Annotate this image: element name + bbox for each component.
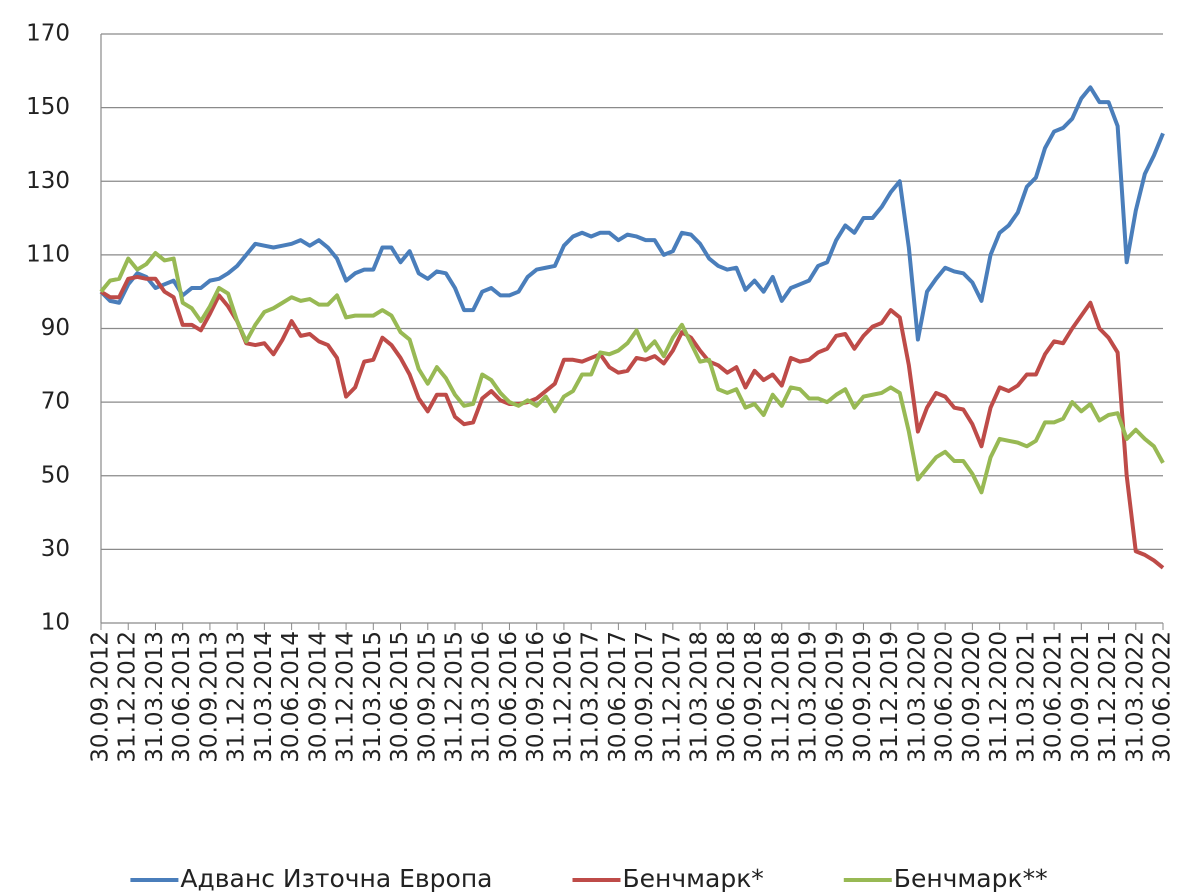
x-tick-label: 31.12.2012 xyxy=(115,631,141,763)
x-tick-label: 31.12.2014 xyxy=(333,631,359,763)
x-tick-label: 30.09.2012 xyxy=(88,631,114,763)
x-tick-label: 30.09.2015 xyxy=(414,631,440,763)
x-tick-label: 31.12.2019 xyxy=(877,631,903,763)
x-tick-label: 30.06.2021 xyxy=(1041,631,1067,763)
x-tick-label: 30.06.2018 xyxy=(714,631,740,763)
series-line xyxy=(99,274,1165,570)
legend-label: Бенчмарк* xyxy=(622,864,763,893)
y-tick-label: 130 xyxy=(26,168,70,194)
legend-label: Адванс Източна Европа xyxy=(180,864,492,893)
x-tick-label: 31.03.2013 xyxy=(142,631,168,763)
x-tick-label: 31.12.2017 xyxy=(659,631,685,763)
legend: Адванс Източна Европа Бенчмарк* Бенчмарк** xyxy=(130,864,1048,893)
x-tick-label: 31.03.2022 xyxy=(1122,631,1148,763)
x-tick-label: 31.12.2015 xyxy=(442,631,468,763)
x-tick-label: 31.03.2016 xyxy=(469,631,495,763)
x-tick-label: 31.12.2016 xyxy=(550,631,576,763)
y-tick-label: 150 xyxy=(26,94,70,120)
y-tick-label: 170 xyxy=(26,21,70,47)
y-tick-label: 10 xyxy=(41,610,70,636)
x-tick-label: 30.09.2016 xyxy=(523,631,549,763)
x-tick-label: 30.09.2014 xyxy=(305,631,331,763)
x-tick-label: 31.03.2018 xyxy=(687,631,713,763)
x-tick-label: 31.12.2013 xyxy=(224,631,250,763)
series-line xyxy=(99,85,1165,342)
y-tick-label: 90 xyxy=(41,315,70,341)
x-tick-label: 30.06.2019 xyxy=(823,631,849,763)
x-tick-label: 30.09.2020 xyxy=(959,631,985,763)
y-tick-label: 110 xyxy=(26,241,70,267)
x-tick-label: 30.06.2017 xyxy=(605,631,631,763)
y-tick-label: 30 xyxy=(41,536,70,562)
x-tick-label: 30.09.2019 xyxy=(850,631,876,763)
x-tick-label: 30.06.2020 xyxy=(932,631,958,763)
x-tick-label: 31.03.2015 xyxy=(360,631,386,763)
x-tick-label: 31.03.2021 xyxy=(1013,631,1039,763)
x-tick-label: 30.06.2014 xyxy=(278,631,304,763)
x-tick-label: 30.09.2021 xyxy=(1068,631,1094,763)
x-tick-label: 31.03.2019 xyxy=(796,631,822,763)
x-tick-label: 31.03.2014 xyxy=(251,631,277,763)
series-line xyxy=(99,251,1165,495)
x-tick-label: 30.06.2022 xyxy=(1150,631,1176,763)
x-tick-label: 30.06.2013 xyxy=(169,631,195,763)
x-tick-label: 31.12.2020 xyxy=(986,631,1012,763)
x-tick-label: 30.06.2015 xyxy=(387,631,413,763)
legend-label: Бенчмарк** xyxy=(894,864,1048,893)
x-tick-label: 30.09.2018 xyxy=(741,631,767,763)
x-tick-label: 30.06.2016 xyxy=(496,631,522,763)
x-tick-label: 31.12.2021 xyxy=(1095,631,1121,763)
x-tick-label: 31.12.2018 xyxy=(768,631,794,763)
x-tick-label: 30.09.2017 xyxy=(632,631,658,763)
x-tick-label: 31.03.2017 xyxy=(578,631,604,763)
x-tick-label: 30.09.2013 xyxy=(196,631,222,763)
y-tick-label: 70 xyxy=(41,389,70,415)
y-tick-label: 50 xyxy=(41,462,70,488)
x-tick-label: 31.03.2020 xyxy=(904,631,930,763)
